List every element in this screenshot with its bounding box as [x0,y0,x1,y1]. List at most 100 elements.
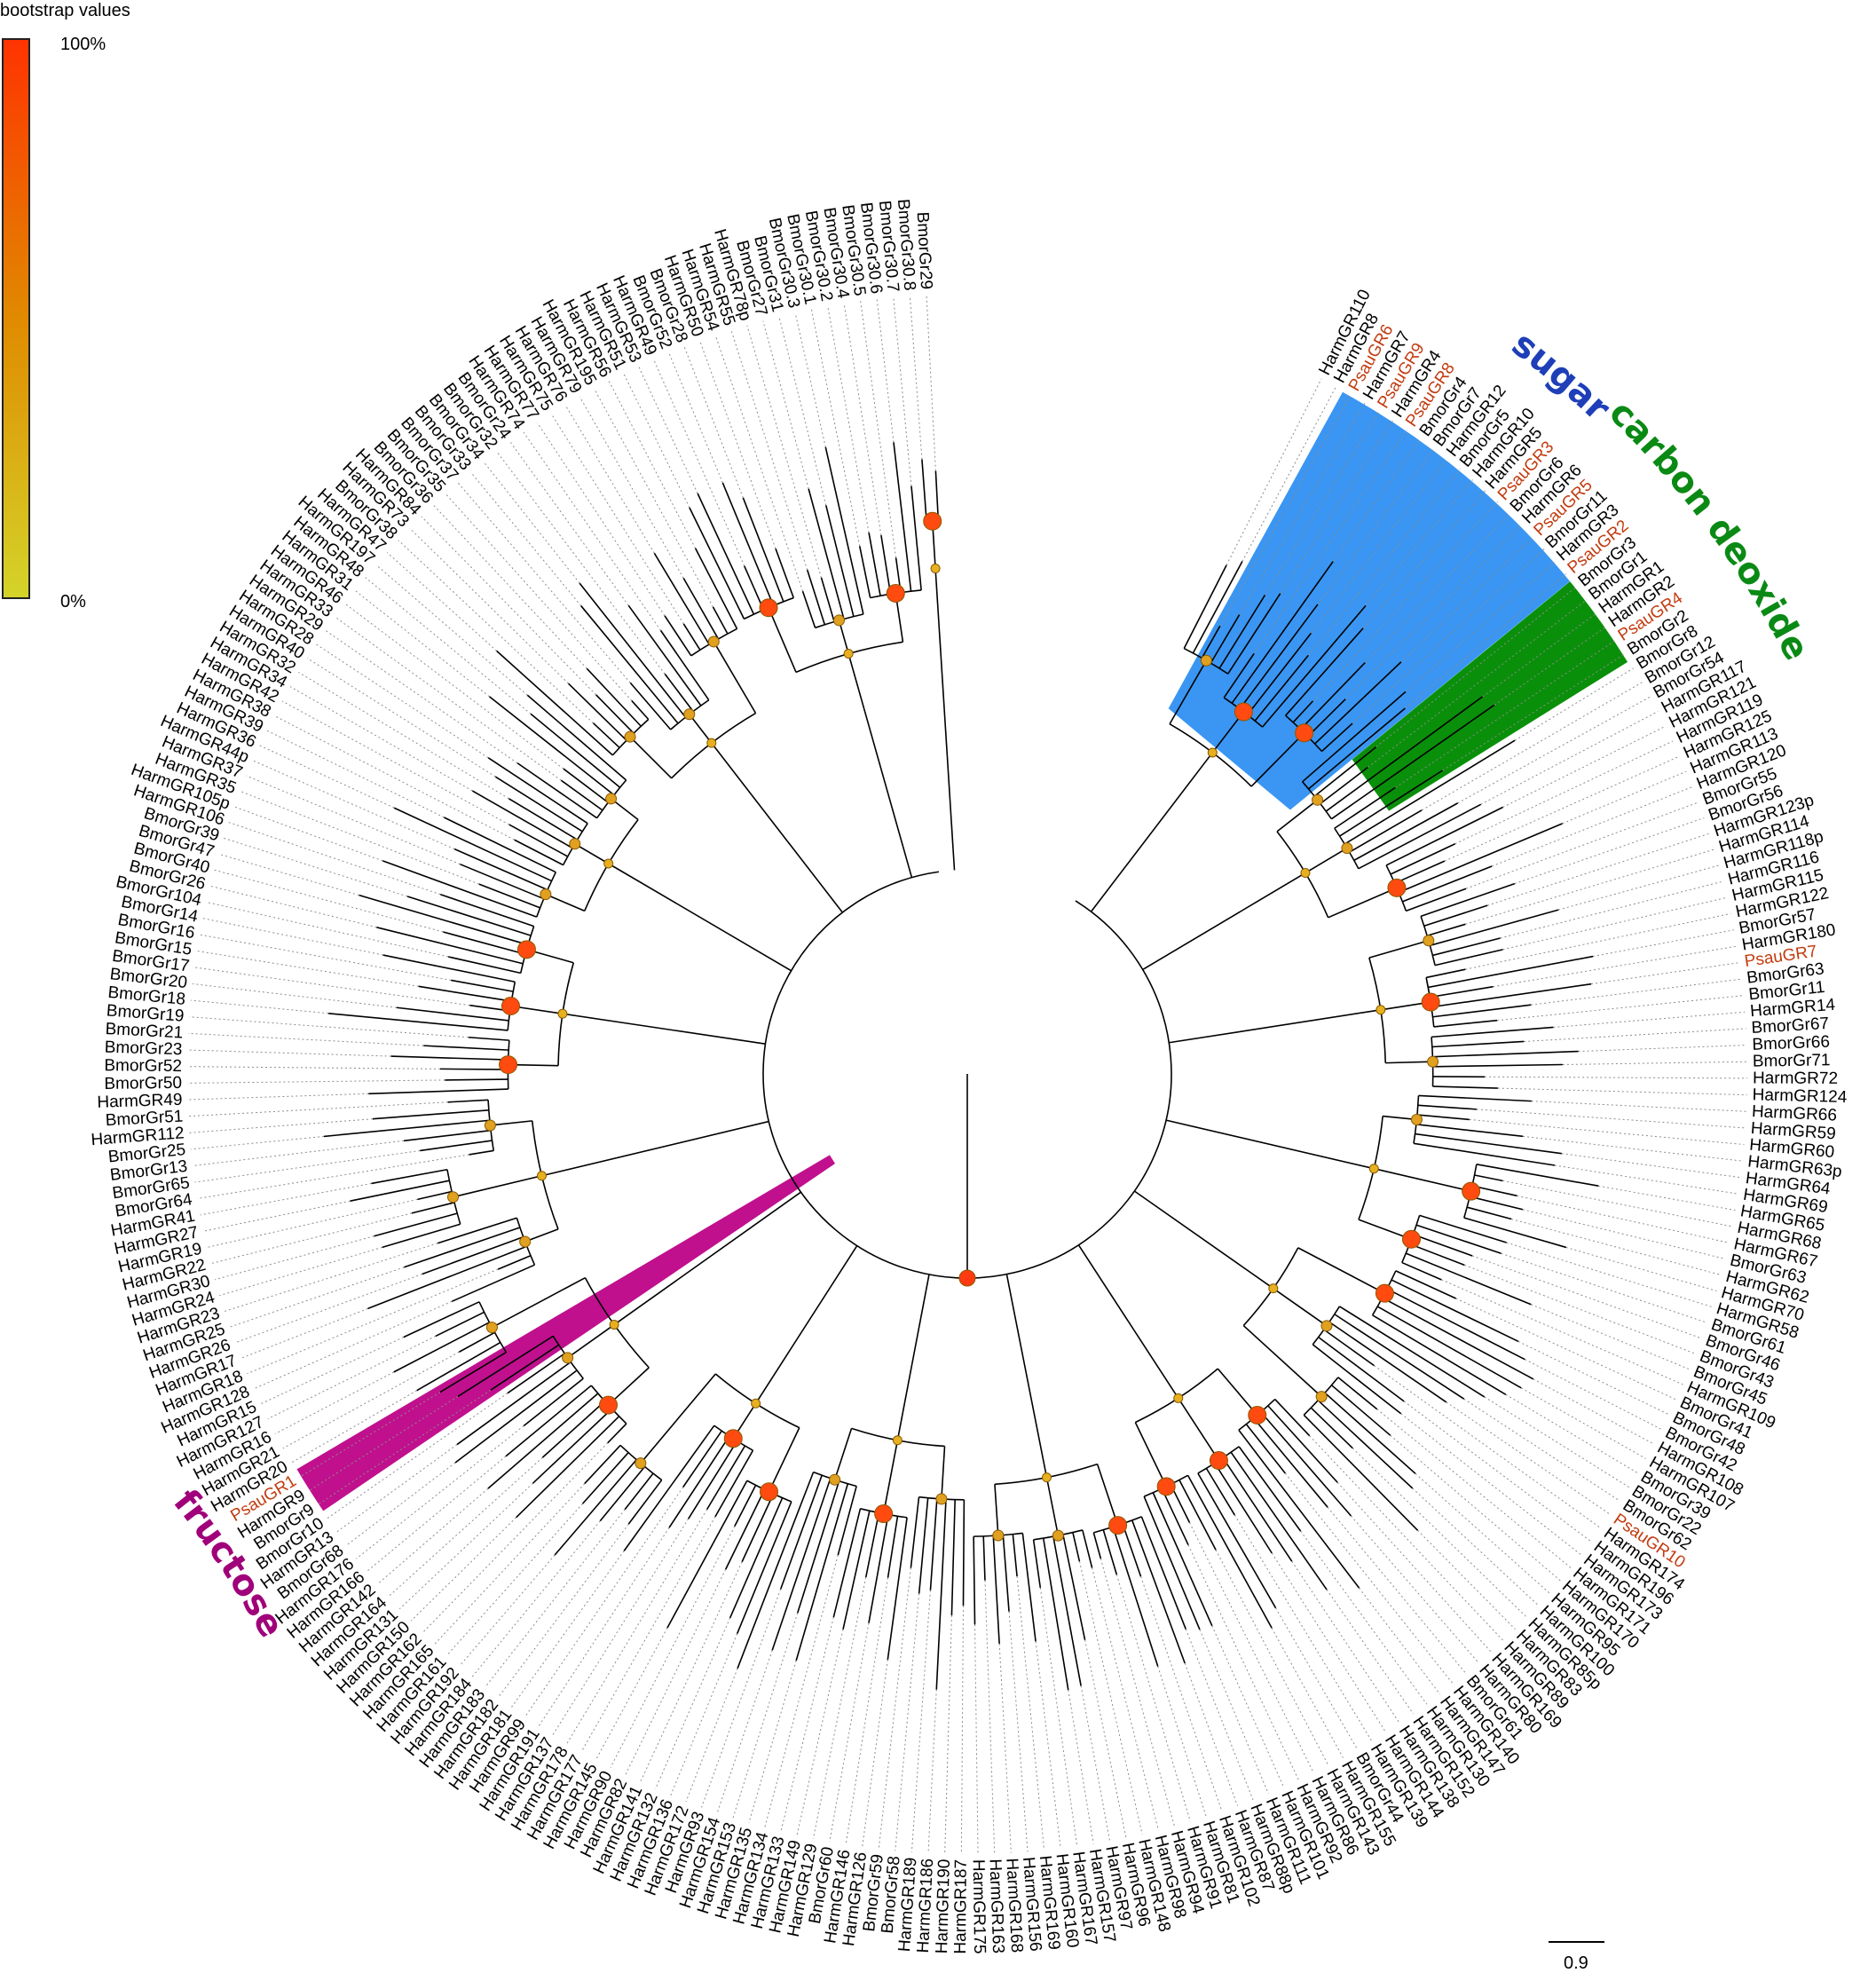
bootstrap-node [599,1395,619,1415]
terminal-branch [1161,1488,1189,1546]
leaf-guide-line [1351,1515,1479,1664]
leaf-guide-line [762,320,809,489]
terminal-branch [526,694,627,781]
terminal-branch [687,1440,738,1519]
bootstrap-node [1462,1181,1481,1201]
bootstrap-node [759,598,778,618]
leaf-guide-line [298,672,509,800]
bootstrap-node [760,1482,779,1502]
terminal-branch [411,1202,455,1214]
leaf-guide-line [1226,378,1322,565]
terminal-branch [1223,652,1255,698]
leaf-guide-line [422,1442,609,1633]
terminal-branch [624,1472,654,1511]
terminal-branch [1469,1196,1524,1211]
terminal-branch [478,883,540,909]
bootstrap-node [923,511,942,531]
terminal-branch [935,1499,947,1690]
terminal-branch [697,493,755,615]
terminal-branch [1205,1467,1236,1516]
terminal-branch [1339,1306,1486,1398]
terminal-branch [737,1472,815,1669]
terminal-branch [832,1508,862,1618]
leaf-guide-line [388,1456,543,1598]
leaf-guide-line [273,714,515,840]
leaf-guide-line [1464,1264,1696,1354]
leaf-guide-line [860,301,897,558]
internal-branch [754,1245,858,1404]
leaf-guide-line [812,1577,867,1839]
leaf-guide-line [862,1659,888,1848]
terminal-branch [1420,882,1516,918]
terminal-branch [599,1466,646,1522]
bootstrap-node [1295,723,1314,743]
leaf-guide-line [1562,1061,1747,1065]
terminal-branch [1012,1534,1018,1577]
terminal-branch [582,1452,629,1504]
terminal-branch [1432,1050,1579,1058]
leaf-guide-line [701,1589,782,1808]
terminal-branch [1201,625,1221,659]
bootstrap-node [516,940,536,959]
internal-branch [1273,1288,1328,1327]
leaf-guide-line [409,527,569,684]
bootstrap-node [833,614,846,627]
bootstrap-node [1042,1472,1052,1483]
leaf-guide-line [299,1392,441,1478]
terminal-branch [864,1512,880,1578]
leaf-guide-line [878,1567,911,1850]
terminal-branch [403,1301,480,1338]
bootstrap-node [1368,1164,1379,1174]
leaf-guide-line [228,822,441,896]
leaf-guide-line [910,1590,931,1852]
terminal-branch [1299,662,1366,730]
terminal-branch [374,1212,458,1237]
terminal-branch [404,1227,521,1268]
leaf-guide-line [1554,1164,1738,1195]
terminal-branch [1313,746,1377,797]
bootstrap-nodes [447,511,1481,1542]
terminal-branch [1274,1399,1311,1437]
leaf-guide-line [190,999,329,1014]
bootstrap-node [1387,878,1407,897]
leaf-guide-line [509,441,629,606]
leaf-guide-line [375,564,528,696]
terminal-branch [359,894,529,946]
internal-branch [1242,1324,1322,1398]
leaf-guide-line [206,1198,418,1249]
internal-branch [713,641,757,714]
terminal-branch [507,1353,565,1394]
terminal-branch [460,863,545,900]
terminal-branch [444,817,556,873]
bootstrap-node [1248,1405,1267,1425]
bootstrap-node [1341,842,1353,855]
leaf-guide-line [1558,864,1720,911]
terminal-branch [437,1217,517,1244]
bootstrap-node [1315,1391,1328,1403]
internal-branch [847,653,913,878]
leaf-guide-line [827,306,870,533]
leaf-guide-line [1415,1472,1550,1594]
leaf-guide-line [1446,1401,1612,1516]
leaf-guide-line [944,1615,952,1854]
terminal-branch [1197,1472,1277,1609]
legend-color-bar [2,38,30,599]
leaf-label: BmorGr66 [1752,1033,1830,1054]
leaf-guide-line [1215,1550,1329,1766]
terminal-branch [1430,909,1559,947]
terminal-branch [824,446,864,615]
terminal-branch [734,1485,757,1527]
terminal-branch [1186,1474,1273,1629]
terminal-branch [1112,1527,1159,1667]
terminal-branch [372,1109,489,1120]
leaf-guide-line [344,603,564,769]
terminal-branch [1122,1523,1142,1577]
terminal-branch [422,1235,524,1275]
leaf-guide-line [1471,1255,1702,1339]
bootstrap-node [609,1320,619,1330]
leaf-guide-line [1115,1574,1191,1822]
terminal-branch [992,1535,1000,1645]
terminal-branch [1417,1104,1478,1110]
internal-branch [941,1446,946,1499]
terminal-branch [417,1190,453,1201]
